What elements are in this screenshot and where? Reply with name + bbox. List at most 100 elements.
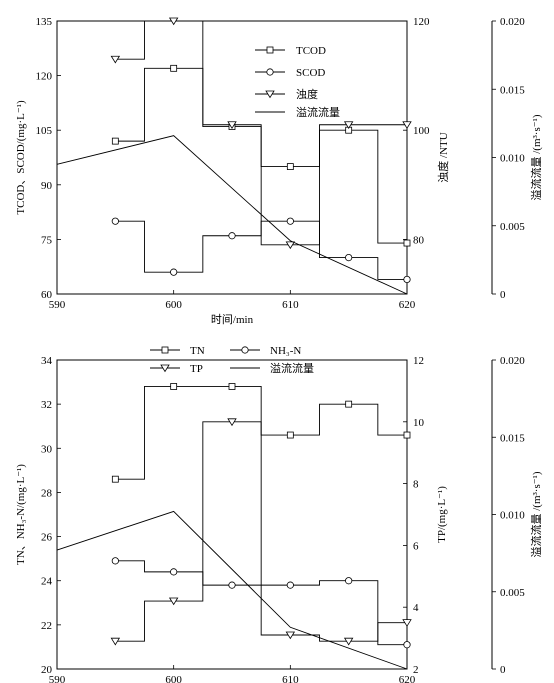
data-point [345, 400, 353, 408]
data-point [227, 121, 237, 130]
data-point [228, 383, 236, 390]
left-tick-label: 135 [36, 16, 53, 28]
x-tick-label: 590 [49, 299, 66, 311]
series-2 [110, 418, 412, 646]
right1-tick-label: 80 [413, 234, 425, 246]
legend-marker [161, 346, 169, 354]
data-point [343, 121, 354, 130]
data-point [403, 641, 411, 649]
legend-marker [266, 46, 274, 54]
right2-tick-label: 0.010 [500, 153, 525, 165]
legend-label: TN [190, 345, 205, 357]
left-tick-label: 26 [41, 532, 53, 544]
data-point [228, 581, 236, 589]
right1-axis-label: 浊度 /NTU [436, 132, 450, 182]
left-tick-label: 105 [36, 125, 53, 137]
legend-label: TP [190, 363, 203, 375]
data-point [343, 637, 354, 646]
right1-tick-label: 8 [413, 479, 419, 491]
series-3 [56, 510, 408, 670]
left-tick-label: 32 [41, 399, 52, 411]
x-tick-label: 600 [165, 299, 182, 311]
legend-label: 浊度 [296, 87, 318, 101]
legend-marker [266, 68, 274, 76]
left-tick-label: 120 [36, 71, 53, 83]
chart-panel-top: 590 600 610 620 时间/min 60 75 90 105 120 135 TCOD、SC… [15, 16, 543, 326]
data-point [286, 431, 294, 439]
left-tick-label: 24 [41, 576, 53, 588]
series-step-line [115, 421, 407, 642]
right1-tick-label: 4 [413, 602, 419, 614]
legend-label: SCOD [296, 67, 325, 79]
data-point [286, 581, 294, 589]
flow-line [56, 510, 408, 670]
legend-marker [160, 364, 170, 373]
x-tick-label: 620 [399, 674, 416, 683]
right1-axis-label: TP/(mg·L⁻¹) [436, 486, 448, 543]
left-tick-label: 34 [41, 355, 53, 367]
right1-tick-label: 100 [413, 125, 430, 137]
x-axis-label: 时间/min [211, 313, 254, 326]
left-axis-label: TCOD、SCOD/(mg·L⁻¹) [15, 100, 27, 215]
series-2 [110, 17, 412, 250]
data-point [111, 217, 119, 225]
right1-tick-label: 12 [413, 355, 424, 367]
data-point [168, 597, 179, 606]
data-point [345, 254, 353, 262]
data-point [285, 631, 296, 640]
right2-tick-label: 0.005 [500, 587, 525, 599]
data-point [111, 137, 119, 145]
chart-panel-bottom: 590600610620时间/min2022242628303234TN、NH₃… [15, 345, 543, 683]
data-point [111, 475, 119, 483]
data-point [110, 637, 121, 646]
series-3 [56, 135, 408, 295]
left-tick-label: 30 [41, 443, 53, 455]
left-tick-label: 90 [41, 180, 53, 192]
left-tick-label: 22 [41, 620, 52, 632]
right2-axis-label: 溢流流量 /(m³·s⁻¹) [529, 471, 543, 557]
right1-tick-label: 6 [413, 540, 419, 552]
left-tick-label: 60 [41, 289, 53, 301]
data-point [170, 568, 178, 576]
data-point [402, 619, 412, 627]
right2-tick-label: 0.015 [500, 432, 525, 444]
x-tick-label: 610 [282, 299, 299, 311]
data-point [170, 64, 178, 72]
left-tick-label: 75 [41, 234, 53, 246]
right2-tick-label: 0.020 [500, 16, 525, 28]
data-point [285, 241, 296, 250]
right2-tick-label: 0.015 [500, 84, 525, 96]
data-point [170, 268, 178, 276]
data-point [111, 557, 119, 565]
legend: TN NH₃-N TP 溢流流量 [150, 345, 314, 375]
plot-frame [56, 20, 408, 295]
legend-label: TCOD [296, 45, 326, 57]
left-axis-label: TN、NH₃-N/(mg·L⁻¹) [15, 464, 27, 565]
x-tick-label: 600 [165, 674, 182, 683]
data-point [403, 431, 411, 439]
right1-tick-label: 120 [413, 16, 430, 28]
data-point [110, 55, 121, 64]
right2-tick-label: 0 [500, 664, 506, 676]
data-point [168, 17, 179, 26]
data-point [345, 577, 353, 585]
legend-marker [241, 346, 249, 354]
data-point [228, 232, 236, 240]
x-tick-label: 590 [49, 674, 66, 683]
legend-marker [265, 90, 275, 99]
right2-tick-label: 0.010 [500, 510, 525, 522]
right2-tick-label: 0.020 [500, 355, 525, 367]
data-point [170, 383, 178, 390]
legend-label: 溢流流量 [296, 105, 340, 119]
data-point [403, 275, 411, 284]
left-tick-label: 28 [41, 487, 53, 499]
flow-line [56, 135, 408, 295]
plot-frame [56, 359, 408, 670]
data-point [286, 217, 294, 225]
data-point [286, 163, 294, 171]
data-point [402, 121, 412, 130]
x-tick-label: 620 [399, 299, 416, 311]
right2-axis-label: 溢流流量 /(m³·s⁻¹) [529, 114, 543, 200]
